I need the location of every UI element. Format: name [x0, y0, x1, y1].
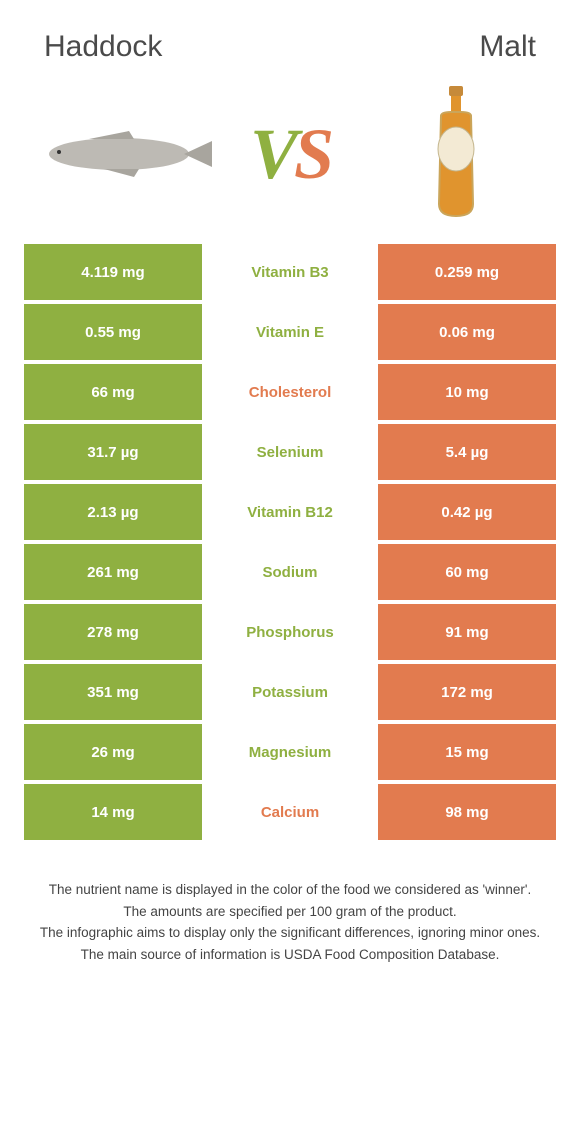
footnotes: The nutrient name is displayed in the co… — [24, 880, 556, 964]
footnote-line: The infographic aims to display only the… — [34, 923, 546, 943]
vs-v: V — [250, 114, 294, 194]
cell-nutrient-label: Magnesium — [206, 724, 374, 780]
vs-label: VS — [250, 113, 330, 196]
cell-nutrient-label: Calcium — [206, 784, 374, 840]
haddock-image — [34, 94, 214, 214]
comparison-header: VS — [24, 84, 556, 244]
cell-nutrient-label: Vitamin E — [206, 304, 374, 360]
cell-left-value: 4.119 mg — [24, 244, 202, 300]
cell-right-value: 172 mg — [378, 664, 556, 720]
title-left: Haddock — [44, 30, 162, 64]
table-row: 351 mgPotassium172 mg — [24, 664, 556, 720]
cell-right-value: 60 mg — [378, 544, 556, 600]
cell-nutrient-label: Cholesterol — [206, 364, 374, 420]
cell-right-value: 5.4 µg — [378, 424, 556, 480]
table-row: 278 mgPhosphorus91 mg — [24, 604, 556, 660]
cell-left-value: 351 mg — [24, 664, 202, 720]
table-row: 2.13 µgVitamin B120.42 µg — [24, 484, 556, 540]
cell-right-value: 91 mg — [378, 604, 556, 660]
cell-right-value: 15 mg — [378, 724, 556, 780]
cell-left-value: 66 mg — [24, 364, 202, 420]
cell-left-value: 261 mg — [24, 544, 202, 600]
titles-row: Haddock Malt — [24, 20, 556, 84]
cell-right-value: 10 mg — [378, 364, 556, 420]
table-row: 26 mgMagnesium15 mg — [24, 724, 556, 780]
cell-nutrient-label: Selenium — [206, 424, 374, 480]
cell-left-value: 31.7 µg — [24, 424, 202, 480]
cell-nutrient-label: Vitamin B12 — [206, 484, 374, 540]
cell-nutrient-label: Vitamin B3 — [206, 244, 374, 300]
malt-image — [366, 94, 546, 214]
cell-right-value: 0.259 mg — [378, 244, 556, 300]
cell-nutrient-label: Sodium — [206, 544, 374, 600]
cell-nutrient-label: Potassium — [206, 664, 374, 720]
footnote-line: The amounts are specified per 100 gram o… — [34, 902, 546, 922]
footnote-line: The main source of information is USDA F… — [34, 945, 546, 965]
title-right: Malt — [479, 30, 536, 64]
cell-left-value: 278 mg — [24, 604, 202, 660]
cell-right-value: 0.06 mg — [378, 304, 556, 360]
table-row: 14 mgCalcium98 mg — [24, 784, 556, 840]
footnote-line: The nutrient name is displayed in the co… — [34, 880, 546, 900]
nutrient-table: 4.119 mgVitamin B30.259 mg0.55 mgVitamin… — [24, 244, 556, 840]
cell-nutrient-label: Phosphorus — [206, 604, 374, 660]
table-row: 0.55 mgVitamin E0.06 mg — [24, 304, 556, 360]
table-row: 31.7 µgSelenium5.4 µg — [24, 424, 556, 480]
cell-left-value: 26 mg — [24, 724, 202, 780]
table-row: 261 mgSodium60 mg — [24, 544, 556, 600]
cell-right-value: 0.42 µg — [378, 484, 556, 540]
cell-left-value: 14 mg — [24, 784, 202, 840]
table-row: 4.119 mgVitamin B30.259 mg — [24, 244, 556, 300]
vs-s: S — [294, 114, 330, 194]
table-row: 66 mgCholesterol10 mg — [24, 364, 556, 420]
cell-left-value: 2.13 µg — [24, 484, 202, 540]
infographic-container: Haddock Malt VS 4.119 mgVitam — [0, 0, 580, 996]
cell-right-value: 98 mg — [378, 784, 556, 840]
cell-left-value: 0.55 mg — [24, 304, 202, 360]
